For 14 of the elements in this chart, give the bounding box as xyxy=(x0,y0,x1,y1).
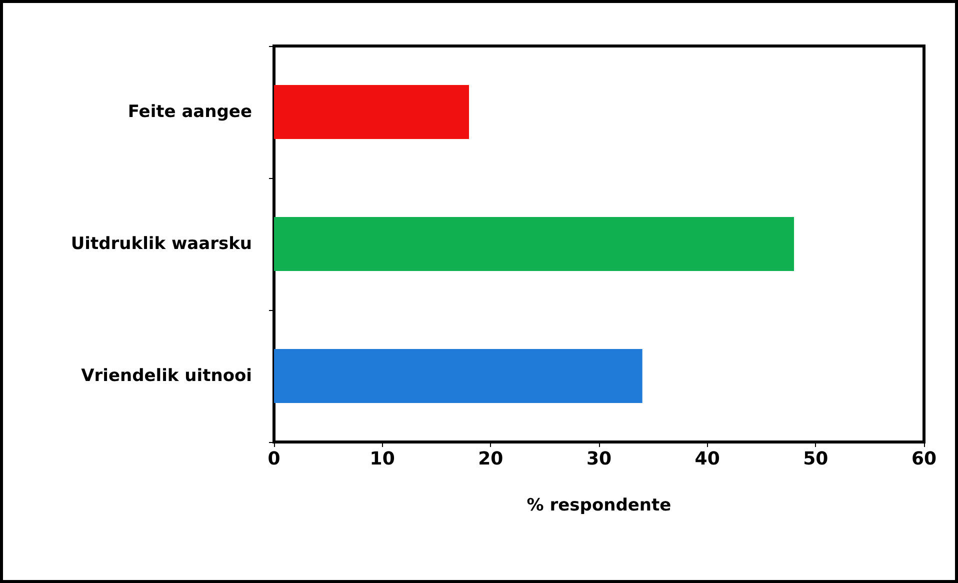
y-tick-label: Uitdruklik waarsku xyxy=(70,234,252,254)
bar xyxy=(274,216,794,272)
y-tick-label: Feite aangee xyxy=(128,102,252,122)
bar xyxy=(274,84,469,140)
y-tick-label: Vriendelik uitnooi xyxy=(81,366,252,386)
x-tick-label: 0 xyxy=(268,448,280,470)
x-tick-label: 10 xyxy=(370,448,395,470)
x-tick-label: 50 xyxy=(803,448,828,470)
x-tick-label: 40 xyxy=(694,448,720,470)
x-axis-title: % respondente xyxy=(526,496,672,516)
bar xyxy=(274,348,642,404)
x-tick-label: 30 xyxy=(586,448,612,470)
x-tick-label: 60 xyxy=(911,448,937,470)
x-tick-label: 20 xyxy=(478,448,504,470)
